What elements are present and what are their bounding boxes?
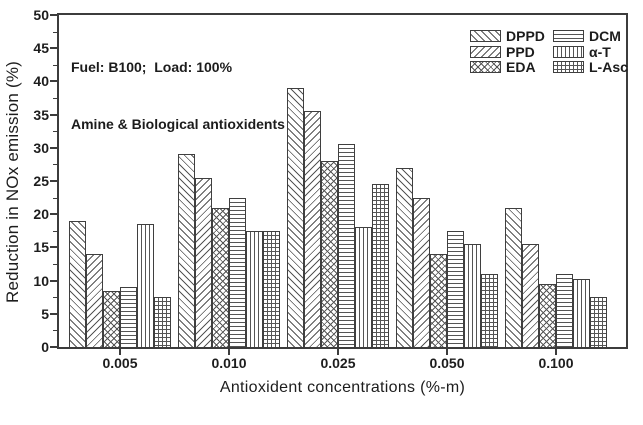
annotation-line-fuel-load: Fuel: B100; Load: 100% (71, 59, 233, 75)
y-major-tick (50, 14, 57, 16)
bar-DCM-0.100 (556, 274, 573, 347)
bar-PPD-0.010 (195, 178, 212, 347)
y-minor-tick (53, 31, 57, 33)
x-tick (555, 349, 557, 355)
y-tick-label: 0 (41, 339, 49, 355)
y-tick-label: 45 (33, 40, 49, 57)
y-minor-tick (53, 330, 57, 332)
annotation-line-antioxidants: Amine & Biological antioxidents (71, 116, 285, 132)
y-tick-label: 15 (33, 239, 49, 256)
y-minor-tick (53, 164, 57, 166)
bar-PPD-0.025 (304, 111, 321, 347)
bar-PPD-0.005 (86, 254, 103, 347)
bar-DPPD-0.050 (396, 168, 413, 347)
x-tick-label: 0.050 (429, 355, 465, 371)
legend-label-L-Asc: L-Asc (589, 59, 628, 75)
y-minor-tick (53, 230, 57, 232)
y-tick-label: 25 (33, 173, 49, 189)
legend-entry-DCM: DCM (553, 28, 621, 44)
bar-α-T-0.050 (464, 244, 481, 347)
legend-entry-PPD: PPD (470, 44, 535, 60)
legend-entry-α-T: α-T (553, 44, 611, 60)
bar-EDA-0.005 (103, 291, 120, 347)
legend-swatch-PPD (470, 45, 501, 58)
bar-EDA-0.100 (539, 284, 556, 347)
y-tick-label: 35 (33, 106, 49, 123)
legend-label-DCM: DCM (589, 28, 621, 44)
bar-DPPD-0.005 (69, 221, 86, 347)
y-minor-tick (53, 297, 57, 299)
x-tick-label: 0.025 (320, 355, 356, 371)
bar-DCM-0.005 (120, 287, 137, 347)
bar-EDA-0.010 (212, 208, 229, 347)
y-minor-tick (53, 98, 57, 99)
plot-area: Fuel: B100; Load: 100% Amine & Biologica… (57, 13, 628, 349)
y-tick-label: 30 (33, 139, 49, 156)
legend-label-PPD: PPD (506, 43, 535, 60)
bar-L-Asc-0.050 (481, 274, 498, 347)
legend-label-EDA: EDA (506, 59, 536, 75)
y-tick-label: 10 (33, 272, 49, 289)
y-major-tick (50, 113, 57, 116)
bar-DCM-0.025 (338, 144, 355, 347)
x-tick (337, 349, 339, 355)
bar-EDA-0.050 (430, 254, 447, 347)
bar-EDA-0.025 (321, 161, 338, 347)
x-tick-label: 0.010 (211, 355, 247, 371)
legend-swatch-α-T (553, 45, 584, 58)
bar-α-T-0.010 (246, 231, 263, 347)
y-major-tick (50, 346, 57, 348)
y-major-tick (50, 312, 57, 315)
y-major-tick (50, 80, 57, 83)
y-major-tick (50, 279, 57, 282)
bars-layer (59, 15, 626, 347)
y-major-tick (50, 47, 57, 50)
y-major-tick (50, 180, 57, 182)
x-tick (119, 349, 121, 355)
legend-entry-EDA: EDA (470, 59, 536, 75)
y-major-tick (50, 146, 57, 149)
legend-swatch-L-Asc (553, 61, 584, 73)
x-axis-title: Antioxident concentrations (%-m) (219, 379, 466, 396)
legend-entry-L-Asc: L-Asc (553, 59, 628, 75)
x-tick-label: 0.100 (538, 355, 574, 371)
bar-L-Asc-0.005 (154, 297, 171, 347)
x-tick (228, 349, 230, 355)
legend-swatch-DCM (553, 30, 584, 42)
legend-entry-DPPD: DPPD (470, 28, 545, 44)
y-tick-label: 40 (33, 73, 49, 90)
bar-α-T-0.005 (137, 224, 154, 347)
y-tick-label: 20 (33, 206, 49, 223)
y-major-tick (50, 213, 57, 216)
bar-DPPD-0.100 (505, 208, 522, 347)
x-tick (446, 349, 448, 355)
bar-L-Asc-0.100 (590, 297, 607, 347)
legend-swatch-DPPD (470, 30, 501, 42)
legend-label-α-T: α-T (589, 43, 611, 60)
y-minor-tick (53, 264, 57, 265)
bar-DPPD-0.010 (178, 154, 195, 347)
annotation-box: Fuel: B100; Load: 100% Amine & Biologica… (71, 20, 285, 172)
y-tick-label: 5 (41, 305, 49, 322)
bar-L-Asc-0.025 (372, 184, 389, 347)
bar-PPD-0.050 (413, 198, 430, 347)
bar-α-T-0.100 (573, 279, 590, 347)
bar-α-T-0.025 (355, 227, 372, 347)
x-tick-label: 0.005 (102, 355, 138, 371)
bar-L-Asc-0.010 (263, 231, 280, 347)
y-minor-tick (53, 197, 57, 199)
legend-label-DPPD: DPPD (506, 28, 545, 44)
y-major-tick (50, 246, 57, 249)
y-minor-tick (53, 64, 57, 66)
bar-DCM-0.010 (229, 198, 246, 347)
bar-PPD-0.100 (522, 244, 539, 347)
legend-swatch-EDA (470, 61, 501, 73)
y-minor-tick (53, 131, 57, 133)
bar-DPPD-0.025 (287, 88, 304, 347)
bar-DCM-0.050 (447, 231, 464, 347)
y-tick-label: 50 (33, 7, 49, 23)
